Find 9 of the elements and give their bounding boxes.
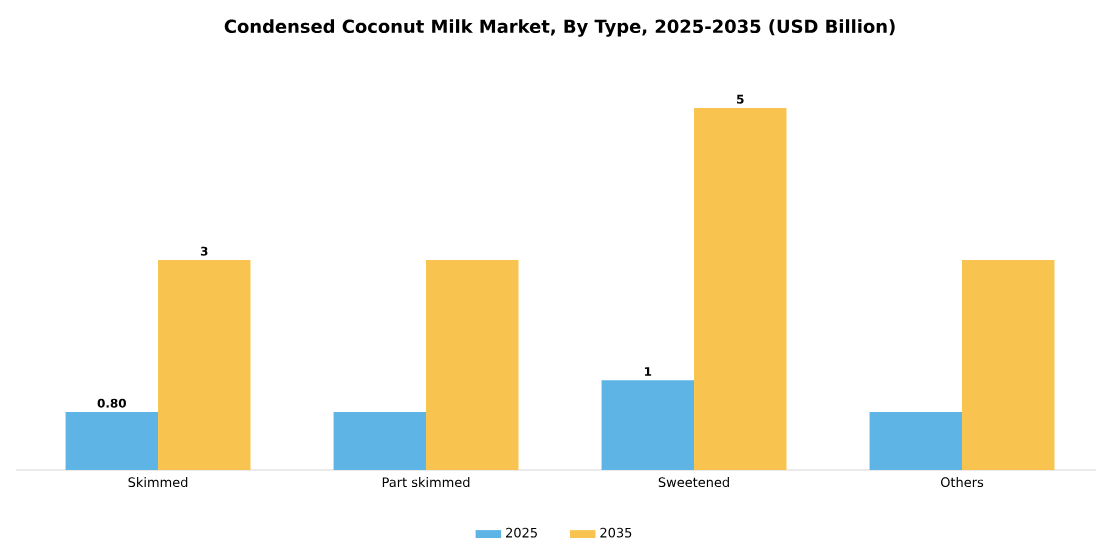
bar xyxy=(426,260,519,470)
bar xyxy=(869,412,963,470)
bar xyxy=(65,412,159,470)
bar xyxy=(962,260,1055,470)
bar xyxy=(601,380,695,470)
bar xyxy=(333,412,427,470)
chart-title: Condensed Coconut Milk Market, By Type, 2025-2035 (USD Billion) xyxy=(224,19,895,37)
bar xyxy=(694,108,787,470)
bar xyxy=(158,260,251,470)
